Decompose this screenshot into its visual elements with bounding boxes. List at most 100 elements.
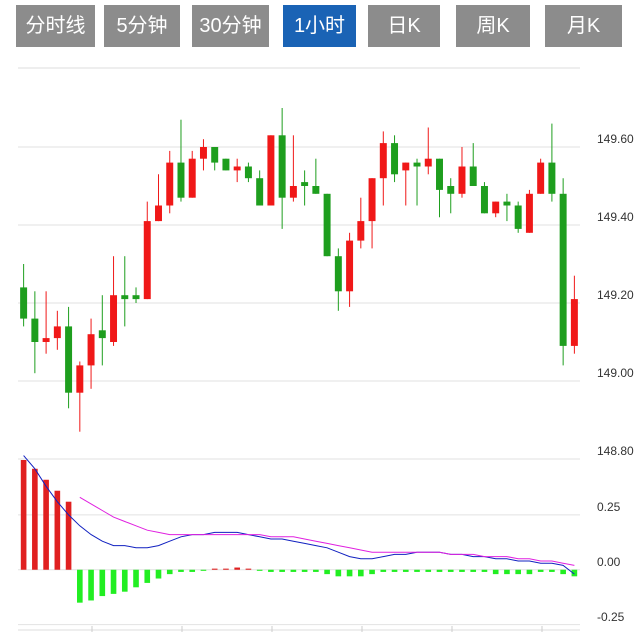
candle-body — [65, 326, 73, 393]
macd-bar — [54, 490, 61, 570]
tab-bar: 分时线 5分钟 30分钟 1小时 日K 周K 月K — [0, 0, 642, 52]
macd-bar — [301, 569, 308, 572]
candle-body — [222, 158, 230, 171]
candle-body — [559, 193, 567, 346]
y-tick-label: 149.00 — [597, 366, 634, 380]
candle-body — [155, 205, 162, 222]
macd-bar — [290, 569, 297, 572]
macd-bar — [459, 569, 465, 572]
candle-body — [53, 326, 61, 339]
candle-body — [278, 135, 286, 198]
candle-body — [492, 201, 500, 214]
macd-bar — [380, 569, 387, 572]
tab[interactable]: 月K — [545, 5, 622, 47]
tab[interactable]: 周K — [456, 5, 530, 47]
macd-bar — [121, 569, 128, 592]
macd-bar — [526, 569, 533, 575]
candle-body — [469, 166, 477, 186]
y-tick-label: 149.60 — [597, 132, 634, 146]
macd-bar — [402, 569, 409, 572]
macd-bar — [369, 569, 375, 575]
candle-body — [514, 205, 522, 229]
macd-bar — [335, 569, 342, 577]
macd-bar — [65, 501, 72, 570]
macd-bar — [43, 479, 49, 570]
candle-body — [121, 295, 129, 300]
macd-bar — [504, 569, 510, 575]
macd-bar — [88, 569, 94, 601]
candle-body — [31, 318, 39, 342]
tab[interactable]: 30分钟 — [192, 5, 269, 47]
candle-body — [402, 162, 410, 171]
tab[interactable]: 日K — [368, 5, 440, 47]
candle-body — [323, 193, 331, 257]
macd-bar — [144, 569, 151, 583]
candle-body — [334, 256, 342, 292]
candle-body — [548, 162, 556, 194]
candle-body — [233, 166, 241, 171]
macd-bar — [211, 568, 218, 570]
macd-bar — [537, 569, 544, 572]
candle-body — [132, 295, 140, 300]
candle-body — [143, 221, 151, 300]
candle-body — [20, 287, 28, 319]
macd-bar — [481, 569, 488, 572]
candle-body — [570, 299, 578, 346]
macd-bar — [425, 569, 432, 572]
candle-body — [424, 158, 432, 167]
macd-bar — [571, 569, 578, 577]
macd-bar — [234, 567, 240, 570]
candle-body — [166, 162, 174, 206]
candle-body — [447, 186, 455, 194]
candle-body — [312, 186, 320, 194]
macd-bar — [492, 569, 499, 575]
candle-body — [87, 334, 95, 366]
tab[interactable]: 5分钟 — [104, 5, 180, 47]
macd-bar — [313, 569, 319, 572]
macd-bar — [32, 468, 38, 570]
candle-body — [188, 158, 196, 198]
candle-body — [379, 143, 387, 179]
macd-bar — [133, 569, 139, 588]
y-tick-label: 149.40 — [597, 210, 634, 224]
macd-bar — [549, 569, 555, 572]
macd-bar — [346, 569, 353, 577]
candle-body — [480, 186, 488, 214]
candle-body — [458, 166, 466, 194]
candle-body — [42, 338, 50, 342]
candle-body — [413, 162, 421, 167]
macd-bar — [268, 569, 274, 572]
macd-bar — [99, 569, 106, 597]
macd-bar — [155, 569, 162, 579]
macd-bar — [245, 568, 252, 570]
macd-bar — [279, 569, 285, 572]
candle-body — [267, 135, 275, 206]
y-tick-label: 148.80 — [597, 444, 634, 458]
macd-bar — [358, 569, 364, 577]
macd-line — [79, 496, 575, 566]
macd-bar — [189, 569, 196, 572]
candle-body — [357, 221, 365, 241]
candle-body — [110, 295, 118, 342]
candle-body — [391, 143, 399, 175]
candle-body — [76, 365, 84, 393]
candle-body — [346, 240, 354, 292]
macd-bar — [178, 569, 184, 572]
macd-bar — [256, 569, 263, 571]
tab[interactable]: 分时线 — [16, 5, 95, 47]
candle-body — [256, 178, 264, 206]
candle-body — [368, 178, 376, 222]
tab[interactable]: 1小时 — [283, 5, 356, 47]
macd-bar — [200, 569, 207, 571]
candle-body — [301, 182, 309, 186]
candle-body — [503, 201, 511, 206]
macd-bar — [470, 569, 477, 572]
candle-body — [525, 193, 533, 233]
macd-bar — [436, 569, 443, 572]
macd-bar — [20, 460, 27, 570]
y-tick-label: 0.25 — [597, 500, 621, 514]
candle-body — [98, 330, 106, 339]
candle-body — [211, 147, 219, 163]
candle-body — [537, 162, 545, 194]
